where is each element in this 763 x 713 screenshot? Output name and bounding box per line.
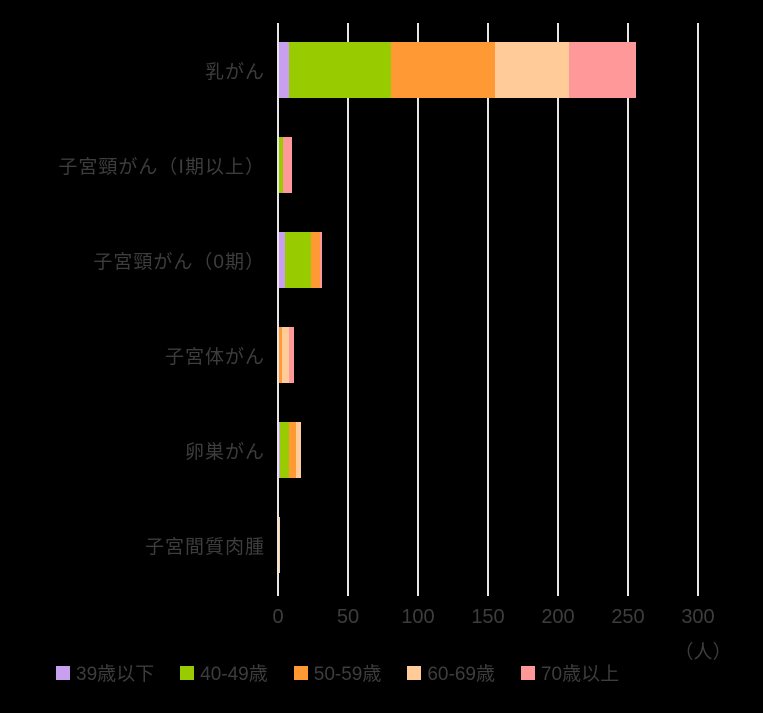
bar-segment <box>279 327 282 383</box>
x-tick-label: 50 <box>336 606 360 628</box>
gridline <box>557 23 559 596</box>
legend-item: 70歳以上 <box>520 659 620 686</box>
bar-segment <box>494 42 569 98</box>
bar-row <box>279 422 302 478</box>
bar-segment <box>279 422 281 478</box>
legend-swatch-icon <box>407 665 422 680</box>
bar-row <box>279 517 281 573</box>
gridline <box>277 23 279 596</box>
legend-item: 60-69歳 <box>407 659 495 686</box>
category-label: 子宮間質肉腫 <box>144 536 265 558</box>
bar-segment <box>279 137 284 193</box>
bar-segment <box>279 232 285 288</box>
legend-label: 39歳以下 <box>76 664 155 685</box>
bar-segment <box>288 422 296 478</box>
legend-label: 50-59歳 <box>313 664 382 685</box>
bar-segment <box>390 42 495 98</box>
legend-label: 40-49歳 <box>200 664 268 685</box>
bar-segment <box>295 422 302 478</box>
plot-area <box>277 23 699 596</box>
bar-row <box>279 327 295 383</box>
legend-item: 50-59歳 <box>293 659 382 686</box>
bar-row <box>279 232 323 288</box>
category-label: 子宮体がん <box>164 346 265 368</box>
x-tick-label: 0 <box>272 606 284 628</box>
category-label: 子宮頸がん（0期） <box>93 251 265 273</box>
x-tick-label: 150 <box>471 606 505 628</box>
bar-segment <box>283 137 292 193</box>
legend-item: 39歳以下 <box>56 659 154 686</box>
bar-segment <box>279 517 281 573</box>
gridline <box>417 23 419 596</box>
x-tick-label: 300 <box>681 606 715 628</box>
legend-swatch-icon <box>56 665 70 680</box>
gridline <box>627 23 629 596</box>
bar-segment <box>288 327 295 383</box>
bar-segment <box>319 232 323 288</box>
bar-segment <box>281 327 289 383</box>
x-axis-unit-label: （人） <box>674 642 732 663</box>
legend-item: 40-49歳 <box>180 659 268 686</box>
bar-segment <box>284 232 312 288</box>
bar-segment <box>280 422 289 478</box>
legend-label: 60-69歳 <box>427 664 495 685</box>
x-tick-label: 250 <box>611 606 645 628</box>
legend-swatch-icon <box>180 665 195 680</box>
category-label: 子宮頸がん（Ⅰ期以上） <box>58 156 265 178</box>
bar-segment <box>279 42 289 98</box>
gridline <box>347 23 349 596</box>
gridline <box>697 23 699 596</box>
gridline <box>487 23 489 596</box>
bar-segment <box>568 42 636 98</box>
bar-row <box>279 42 636 98</box>
legend: 39歳以下 40-49歳 50-59歳 60-69歳 70歳以上 <box>56 659 619 686</box>
category-label: 卵巣がん <box>184 441 265 463</box>
legend-swatch-icon <box>520 665 535 680</box>
x-tick-label: 200 <box>541 606 575 628</box>
legend-label: 70歳以上 <box>540 664 620 685</box>
bar-row <box>279 137 292 193</box>
legend-swatch-icon <box>293 665 308 680</box>
bar-segment <box>288 42 391 98</box>
category-label: 乳がん <box>204 61 265 83</box>
bar-segment <box>311 232 320 288</box>
x-tick-label: 100 <box>401 606 435 628</box>
